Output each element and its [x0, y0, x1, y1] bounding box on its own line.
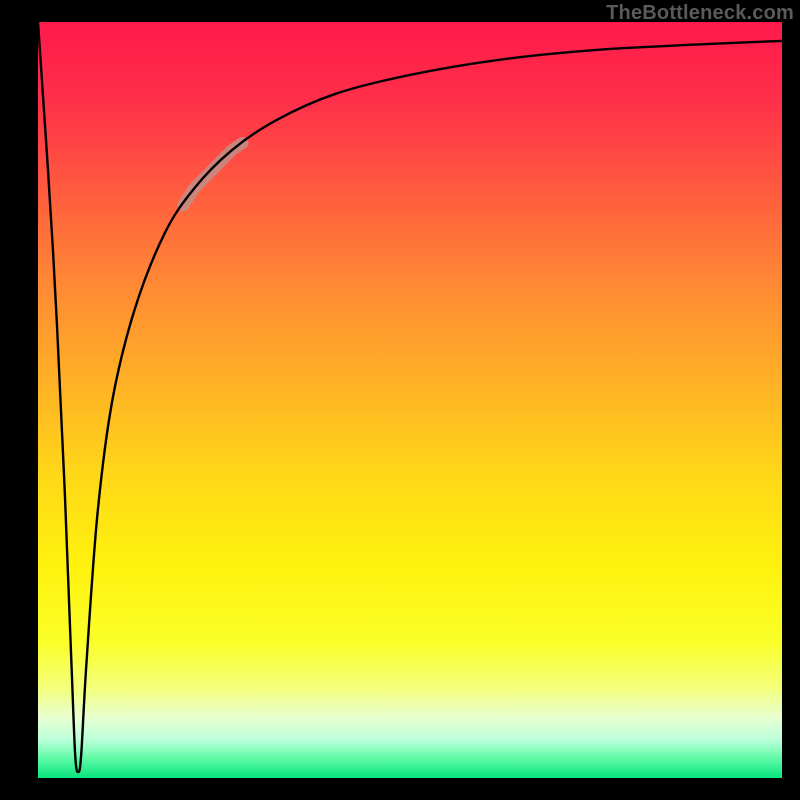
chart-svg [38, 22, 782, 778]
chart-container: TheBottleneck.com [0, 0, 800, 800]
plot-area [38, 22, 782, 778]
plot-background [38, 22, 782, 778]
